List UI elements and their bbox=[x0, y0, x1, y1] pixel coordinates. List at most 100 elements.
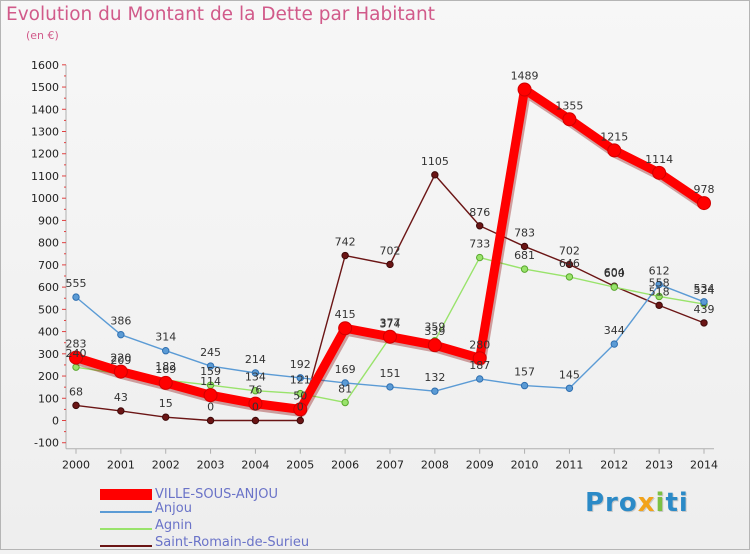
x-tick-label: 2010 bbox=[511, 459, 539, 472]
data-point bbox=[476, 253, 484, 262]
data-point bbox=[293, 402, 308, 417]
y-tick-label: 300 bbox=[38, 348, 59, 361]
data-label: 50 bbox=[293, 389, 307, 402]
data-point bbox=[206, 416, 215, 425]
y-tick-label: 500 bbox=[38, 303, 59, 316]
y-tick-label: 200 bbox=[38, 370, 59, 383]
data-label: 1489 bbox=[511, 69, 539, 82]
x-tick-label: 2013 bbox=[645, 459, 673, 472]
data-point bbox=[382, 329, 397, 344]
x-tick-label: 2014 bbox=[690, 459, 718, 472]
data-label: 283 bbox=[66, 338, 87, 351]
y-tick-label: 600 bbox=[38, 281, 59, 294]
data-label: 76 bbox=[248, 384, 262, 397]
data-point bbox=[117, 407, 125, 415]
data-point bbox=[386, 260, 394, 269]
data-label: 733 bbox=[469, 238, 490, 251]
data-label: 0 bbox=[297, 401, 304, 414]
y-tick-label: 400 bbox=[38, 326, 59, 339]
legend-swatch-anjou bbox=[100, 511, 152, 513]
data-point bbox=[162, 413, 170, 421]
data-label: 1215 bbox=[600, 130, 628, 143]
data-point bbox=[472, 351, 487, 366]
data-point bbox=[520, 381, 529, 390]
data-label: 0 bbox=[207, 401, 214, 414]
data-point bbox=[610, 340, 618, 348]
y-tick-label: 1100 bbox=[31, 170, 59, 183]
legend-swatch-agnin bbox=[100, 528, 152, 530]
data-label: 0 bbox=[252, 401, 259, 414]
data-point bbox=[520, 242, 529, 251]
data-label: 134 bbox=[245, 371, 266, 384]
data-label: 145 bbox=[559, 368, 580, 381]
data-label: 339 bbox=[424, 325, 445, 338]
data-label: 314 bbox=[155, 331, 176, 344]
data-label: 978 bbox=[693, 183, 714, 196]
x-tick-label: 2007 bbox=[376, 459, 404, 472]
data-label: 81 bbox=[338, 382, 352, 395]
data-label: 386 bbox=[110, 315, 131, 328]
data-label: 612 bbox=[649, 264, 670, 277]
data-point bbox=[655, 301, 663, 310]
data-label: 157 bbox=[514, 366, 535, 379]
x-tick-label: 2009 bbox=[466, 459, 494, 472]
data-label: 646 bbox=[559, 257, 580, 270]
data-point bbox=[296, 416, 304, 425]
data-point bbox=[520, 265, 529, 273]
data-label: 68 bbox=[69, 385, 83, 398]
data-point bbox=[565, 273, 574, 281]
data-label: 600 bbox=[604, 267, 625, 280]
data-point bbox=[610, 283, 618, 291]
x-tick-label: 2004 bbox=[241, 459, 269, 472]
data-point bbox=[113, 364, 128, 379]
data-label: 214 bbox=[245, 353, 266, 366]
data-label: 169 bbox=[155, 363, 176, 376]
data-point bbox=[431, 171, 439, 179]
x-tick-label: 2000 bbox=[62, 459, 90, 472]
x-tick-label: 2001 bbox=[107, 459, 135, 472]
data-label: 374 bbox=[379, 317, 400, 330]
proxiti-logo: Proxiti bbox=[585, 488, 689, 518]
x-tick-label: 2011 bbox=[555, 459, 583, 472]
data-label: 876 bbox=[469, 206, 490, 219]
data-point bbox=[476, 375, 484, 383]
x-tick-label: 2008 bbox=[421, 459, 449, 472]
data-label: 280 bbox=[469, 338, 490, 351]
data-point bbox=[72, 293, 80, 301]
data-label: 604 bbox=[604, 266, 625, 279]
data-point bbox=[341, 398, 349, 407]
data-point bbox=[341, 379, 349, 387]
data-label: 15 bbox=[159, 397, 173, 410]
data-point bbox=[203, 388, 218, 403]
data-label: 415 bbox=[335, 308, 356, 321]
data-label: 558 bbox=[649, 276, 670, 289]
legend-label-saint-romain-de-surieu: Saint-Romain-de-Surieu bbox=[155, 535, 310, 550]
data-label: 240 bbox=[66, 347, 87, 360]
data-point bbox=[655, 280, 663, 289]
chart-subtitle: (en €) bbox=[26, 29, 59, 42]
data-point bbox=[696, 196, 711, 211]
data-point bbox=[565, 260, 574, 269]
data-label: 702 bbox=[559, 244, 580, 257]
y-tick-label: 1000 bbox=[31, 192, 59, 205]
data-label: 1105 bbox=[421, 155, 449, 168]
legend-swatch-saint-romain-de-surieu bbox=[100, 545, 152, 547]
data-point bbox=[700, 319, 708, 327]
data-point bbox=[69, 350, 83, 365]
x-tick-label: 2012 bbox=[600, 459, 628, 472]
y-tick-label: 0 bbox=[52, 415, 59, 428]
data-point bbox=[700, 298, 708, 306]
data-point bbox=[565, 384, 574, 392]
y-tick-label: 800 bbox=[38, 237, 59, 250]
x-tick-label: 2005 bbox=[286, 459, 314, 472]
y-tick-label: 700 bbox=[38, 259, 59, 272]
data-label: 192 bbox=[290, 358, 311, 371]
y-tick-label: 1400 bbox=[31, 103, 59, 116]
legend-label-agnin: Agnin bbox=[155, 518, 193, 533]
data-label: 132 bbox=[424, 371, 445, 384]
data-label: 681 bbox=[514, 249, 535, 262]
data-label: 182 bbox=[155, 360, 176, 373]
y-tick-label: 1200 bbox=[31, 148, 59, 161]
